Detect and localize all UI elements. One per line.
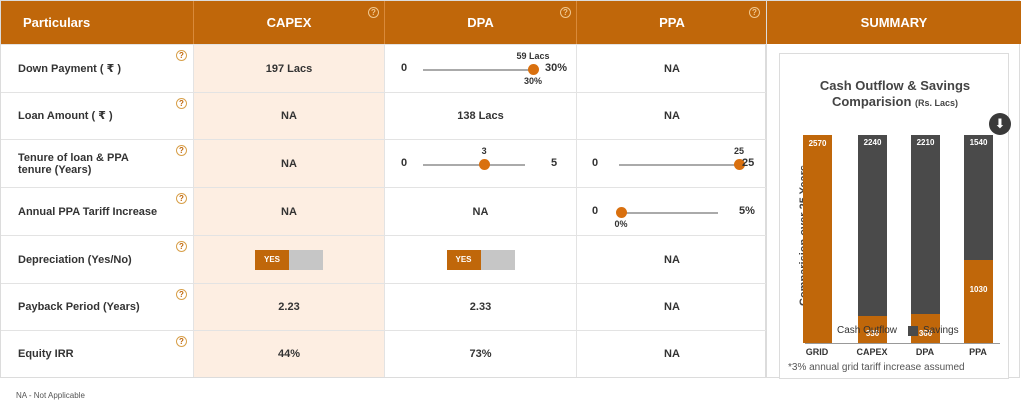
help-icon[interactable]: ? (176, 193, 187, 204)
dpa-value: NA (385, 188, 577, 235)
capex-value: NA (194, 188, 385, 235)
slider-value-top: 25 (733, 146, 745, 156)
bar-segment-savings (911, 135, 940, 314)
na-footnote: NA - Not Applicable (16, 391, 85, 400)
dpa-value: 73% (385, 331, 577, 377)
row-loan-amount: Loan Amount ( ₹ ) ? NA 138 Lacs NA (1, 92, 767, 139)
help-icon[interactable]: ? (176, 289, 187, 300)
dpa-cell: 0 3 5 (385, 140, 577, 187)
capex-depreciation-toggle[interactable]: YES (255, 249, 323, 270)
row-label: Depreciation (Yes/No) ? (1, 236, 194, 283)
slider-track[interactable]: 25 (619, 146, 745, 170)
bar-segment-savings (858, 135, 887, 317)
scroll-down-icon[interactable]: ⬇ (989, 113, 1011, 135)
slider-track[interactable]: 59 Lacs 30% (423, 51, 550, 86)
header-dpa: DPA ? (385, 1, 577, 44)
row-payback-period: Payback Period (Years) ? 2.23 2.33 NA (1, 283, 767, 330)
slider-handle[interactable] (616, 207, 627, 218)
ppa-value: NA (664, 62, 680, 75)
bar-value-label: 2240 (863, 138, 882, 147)
help-icon[interactable]: ? (176, 98, 187, 109)
legend-cash-outflow: Cash Outflow (822, 325, 897, 336)
dpa-cell: YES (385, 236, 577, 283)
summary-footnote: *3% annual grid tariff increase assumed (788, 362, 965, 373)
bar-value-label: 2210 (916, 138, 935, 147)
summary-panel: SUMMARY Cash Outflow & Savings Comparisi… (766, 0, 1021, 379)
capex-value: 44% (194, 331, 385, 377)
chart-x-axis (805, 343, 1000, 344)
header-capex: CAPEX ? (194, 1, 385, 44)
comparison-table: Particulars CAPEX ? DPA ? PPA ? Down Pay… (0, 0, 767, 378)
capex-value: NA (194, 93, 385, 139)
capex-value: 197 Lacs (194, 45, 385, 92)
dpa-help-icon[interactable]: ? (560, 7, 571, 18)
help-icon[interactable]: ? (176, 241, 187, 252)
slider-handle[interactable] (734, 159, 745, 170)
capex-cell: YES (194, 236, 385, 283)
slider-value-top: 3 (481, 146, 487, 156)
row-label: Payback Period (Years) ? (1, 284, 194, 330)
legend-swatch (908, 325, 918, 336)
x-tick-ppa: PPA (969, 347, 987, 357)
header-summary: SUMMARY (767, 1, 1021, 44)
bar-value-label: 360 (918, 329, 933, 338)
capex-help-icon[interactable]: ? (368, 7, 379, 18)
x-tick-capex: CAPEX (856, 347, 888, 357)
dpa-value: 138 Lacs (385, 93, 577, 139)
slider-value-bottom: 30% (523, 76, 543, 86)
ppa-cell: 0 25 25 (592, 146, 755, 170)
capex-value: NA (194, 140, 385, 187)
legend-swatch (822, 325, 832, 336)
legend-savings: Savings (908, 325, 959, 336)
ppa-value: NA (664, 253, 680, 266)
slider-value-top: 59 Lacs (516, 51, 550, 61)
bar-segment-cash-outflow (858, 316, 887, 343)
x-tick-grid: GRID (805, 347, 829, 357)
slider-value-bottom: 0% (614, 219, 628, 229)
slider-track[interactable]: 0% (614, 207, 718, 229)
ppa-cell: 0 0% 5% (592, 205, 755, 229)
row-label: Down Payment ( ₹ ) ? (1, 45, 194, 92)
bar-segment-cash-outflow (803, 135, 832, 343)
row-depreciation: Depreciation (Yes/No) ? YES YES NA (1, 235, 767, 283)
bar-segment-cash-outflow (964, 259, 993, 343)
row-label: Annual PPA Tariff Increase ? (1, 188, 194, 235)
capex-value: 2.23 (194, 284, 385, 330)
bar-value-label: 330 (865, 329, 880, 338)
ppa-value: NA (664, 348, 680, 360)
bar-value-label: 1030 (969, 284, 988, 294)
row-label: Loan Amount ( ₹ ) ? (1, 93, 194, 139)
summary-chart-card: Cash Outflow & Savings Comparision (Rs. … (779, 53, 1009, 379)
header-particulars: Particulars (1, 1, 194, 44)
bar-value-label: 1540 (969, 138, 988, 147)
bar-segment-savings (964, 135, 993, 260)
ppa-value: NA (664, 110, 680, 122)
dpa-value: 2.33 (385, 284, 577, 330)
row-tenure: Tenure of loan & PPA tenure (Years) ? NA… (1, 139, 767, 187)
help-icon[interactable]: ? (176, 50, 187, 61)
row-label: Equity IRR ? (1, 331, 194, 377)
ppa-value: NA (664, 301, 680, 313)
chart-title: Cash Outflow & Savings Comparision (Rs. … (819, 78, 971, 109)
help-icon[interactable]: ? (176, 145, 187, 156)
row-tariff-increase: Annual PPA Tariff Increase ? NA NA 0 0% … (1, 187, 767, 235)
x-tick-dpa: DPA (915, 347, 935, 357)
header-ppa: PPA ? (577, 1, 767, 44)
dpa-depreciation-toggle[interactable]: YES (446, 249, 515, 270)
bar-value-label: 2570 (808, 139, 827, 148)
slider-track[interactable]: 3 (423, 146, 525, 170)
ppa-help-icon[interactable]: ? (749, 7, 760, 18)
help-icon[interactable]: ? (176, 336, 187, 347)
dpa-cell: 0 59 Lacs 30% 30% (385, 45, 577, 92)
row-equity-irr: Equity IRR ? 44% 73% NA (1, 330, 767, 377)
slider-handle[interactable] (528, 64, 539, 75)
row-label: Tenure of loan & PPA tenure (Years) ? (1, 140, 194, 187)
row-down-payment: Down Payment ( ₹ ) ? 197 Lacs 0 59 Lacs … (1, 44, 767, 92)
slider-handle[interactable] (479, 159, 491, 170)
